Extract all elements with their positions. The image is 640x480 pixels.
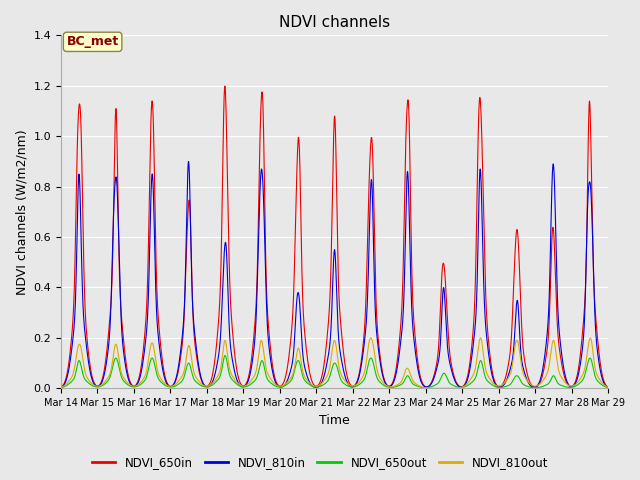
- NDVI_810in: [185, 158, 193, 164]
- NDVI_810out: [156, 373, 163, 379]
- NDVI_650in: [57, 384, 65, 390]
- Y-axis label: NDVI channels (W/m2/nm): NDVI channels (W/m2/nm): [15, 129, 28, 295]
- NDVI_650in: [221, 83, 228, 89]
- NDVI_810out: [457, 384, 465, 390]
- NDVI_650in: [488, 368, 496, 374]
- NDVI_810in: [604, 384, 611, 390]
- NDVI_650out: [488, 382, 496, 388]
- NDVI_810out: [314, 383, 322, 389]
- Line: NDVI_650in: NDVI_650in: [61, 86, 608, 387]
- NDVI_650out: [604, 385, 612, 391]
- NDVI_810in: [457, 384, 465, 390]
- NDVI_650out: [427, 384, 435, 390]
- NDVI_810in: [314, 384, 322, 390]
- NDVI_650in: [604, 384, 611, 390]
- NDVI_650in: [314, 383, 322, 388]
- NDVI_650in: [427, 381, 435, 386]
- Title: NDVI channels: NDVI channels: [279, 15, 390, 30]
- NDVI_810out: [427, 385, 435, 391]
- NDVI_650out: [156, 377, 163, 383]
- NDVI_650out: [531, 385, 539, 391]
- NDVI_810in: [488, 372, 496, 378]
- Text: BC_met: BC_met: [67, 36, 119, 48]
- NDVI_650in: [604, 384, 612, 390]
- Line: NDVI_650out: NDVI_650out: [61, 356, 608, 388]
- NDVI_650out: [57, 385, 65, 391]
- Line: NDVI_810in: NDVI_810in: [61, 161, 608, 387]
- NDVI_650out: [457, 384, 465, 390]
- NDVI_810in: [156, 343, 163, 348]
- NDVI_810out: [57, 384, 65, 390]
- NDVI_810out: [604, 384, 611, 390]
- NDVI_650in: [156, 328, 163, 334]
- NDVI_650in: [457, 384, 465, 390]
- NDVI_810out: [488, 379, 496, 385]
- NDVI_650out: [314, 384, 322, 390]
- NDVI_810in: [427, 382, 435, 387]
- NDVI_650out: [604, 384, 611, 390]
- Legend: NDVI_650in, NDVI_810in, NDVI_650out, NDVI_810out: NDVI_650in, NDVI_810in, NDVI_650out, NDV…: [87, 452, 553, 474]
- Line: NDVI_810out: NDVI_810out: [61, 338, 608, 388]
- NDVI_810in: [57, 384, 65, 390]
- NDVI_650out: [221, 353, 229, 359]
- NDVI_810out: [604, 384, 612, 390]
- NDVI_810out: [439, 385, 447, 391]
- NDVI_810in: [604, 384, 612, 390]
- NDVI_810out: [477, 335, 484, 341]
- X-axis label: Time: Time: [319, 414, 350, 427]
